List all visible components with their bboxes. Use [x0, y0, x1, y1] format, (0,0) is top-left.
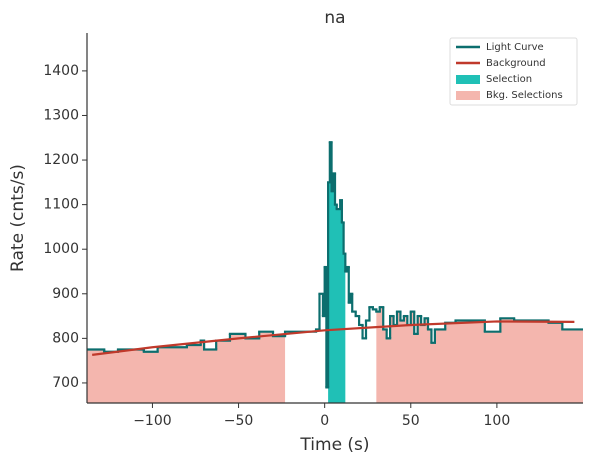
y-tick-label: 1100 — [43, 197, 79, 213]
x-axis-label: Time (s) — [299, 435, 369, 455]
legend-swatch — [456, 75, 480, 84]
y-tick-label: 1000 — [43, 241, 79, 257]
chart-title: na — [324, 8, 345, 28]
y-tick-label: 900 — [52, 286, 79, 302]
legend-box — [449, 37, 578, 106]
legend-label: Background — [486, 58, 546, 69]
y-tick-label: 1300 — [43, 107, 79, 123]
x-tick-label: −100 — [133, 413, 171, 429]
legend-label: Selection — [486, 74, 532, 85]
y-axis-label: Rate (cnts/s) — [8, 164, 28, 272]
legend-label: Light Curve — [486, 42, 544, 53]
x-tick-label: 0 — [320, 413, 329, 429]
legend-swatch — [456, 91, 480, 100]
x-tick-label: 50 — [402, 413, 420, 429]
y-tick-label: 800 — [52, 330, 79, 346]
x-tick-label: −50 — [224, 413, 254, 429]
background-line — [92, 320, 575, 356]
legend-label: Bkg. Selections — [486, 90, 563, 101]
x-tick-label: 100 — [484, 413, 511, 429]
y-tick-label: 1400 — [43, 63, 79, 79]
bkg-selection — [87, 331, 286, 403]
plot — [87, 141, 583, 403]
bkg-selection — [376, 307, 583, 403]
y-tick-label: 700 — [52, 375, 79, 391]
y-tick-label: 1200 — [43, 152, 79, 168]
